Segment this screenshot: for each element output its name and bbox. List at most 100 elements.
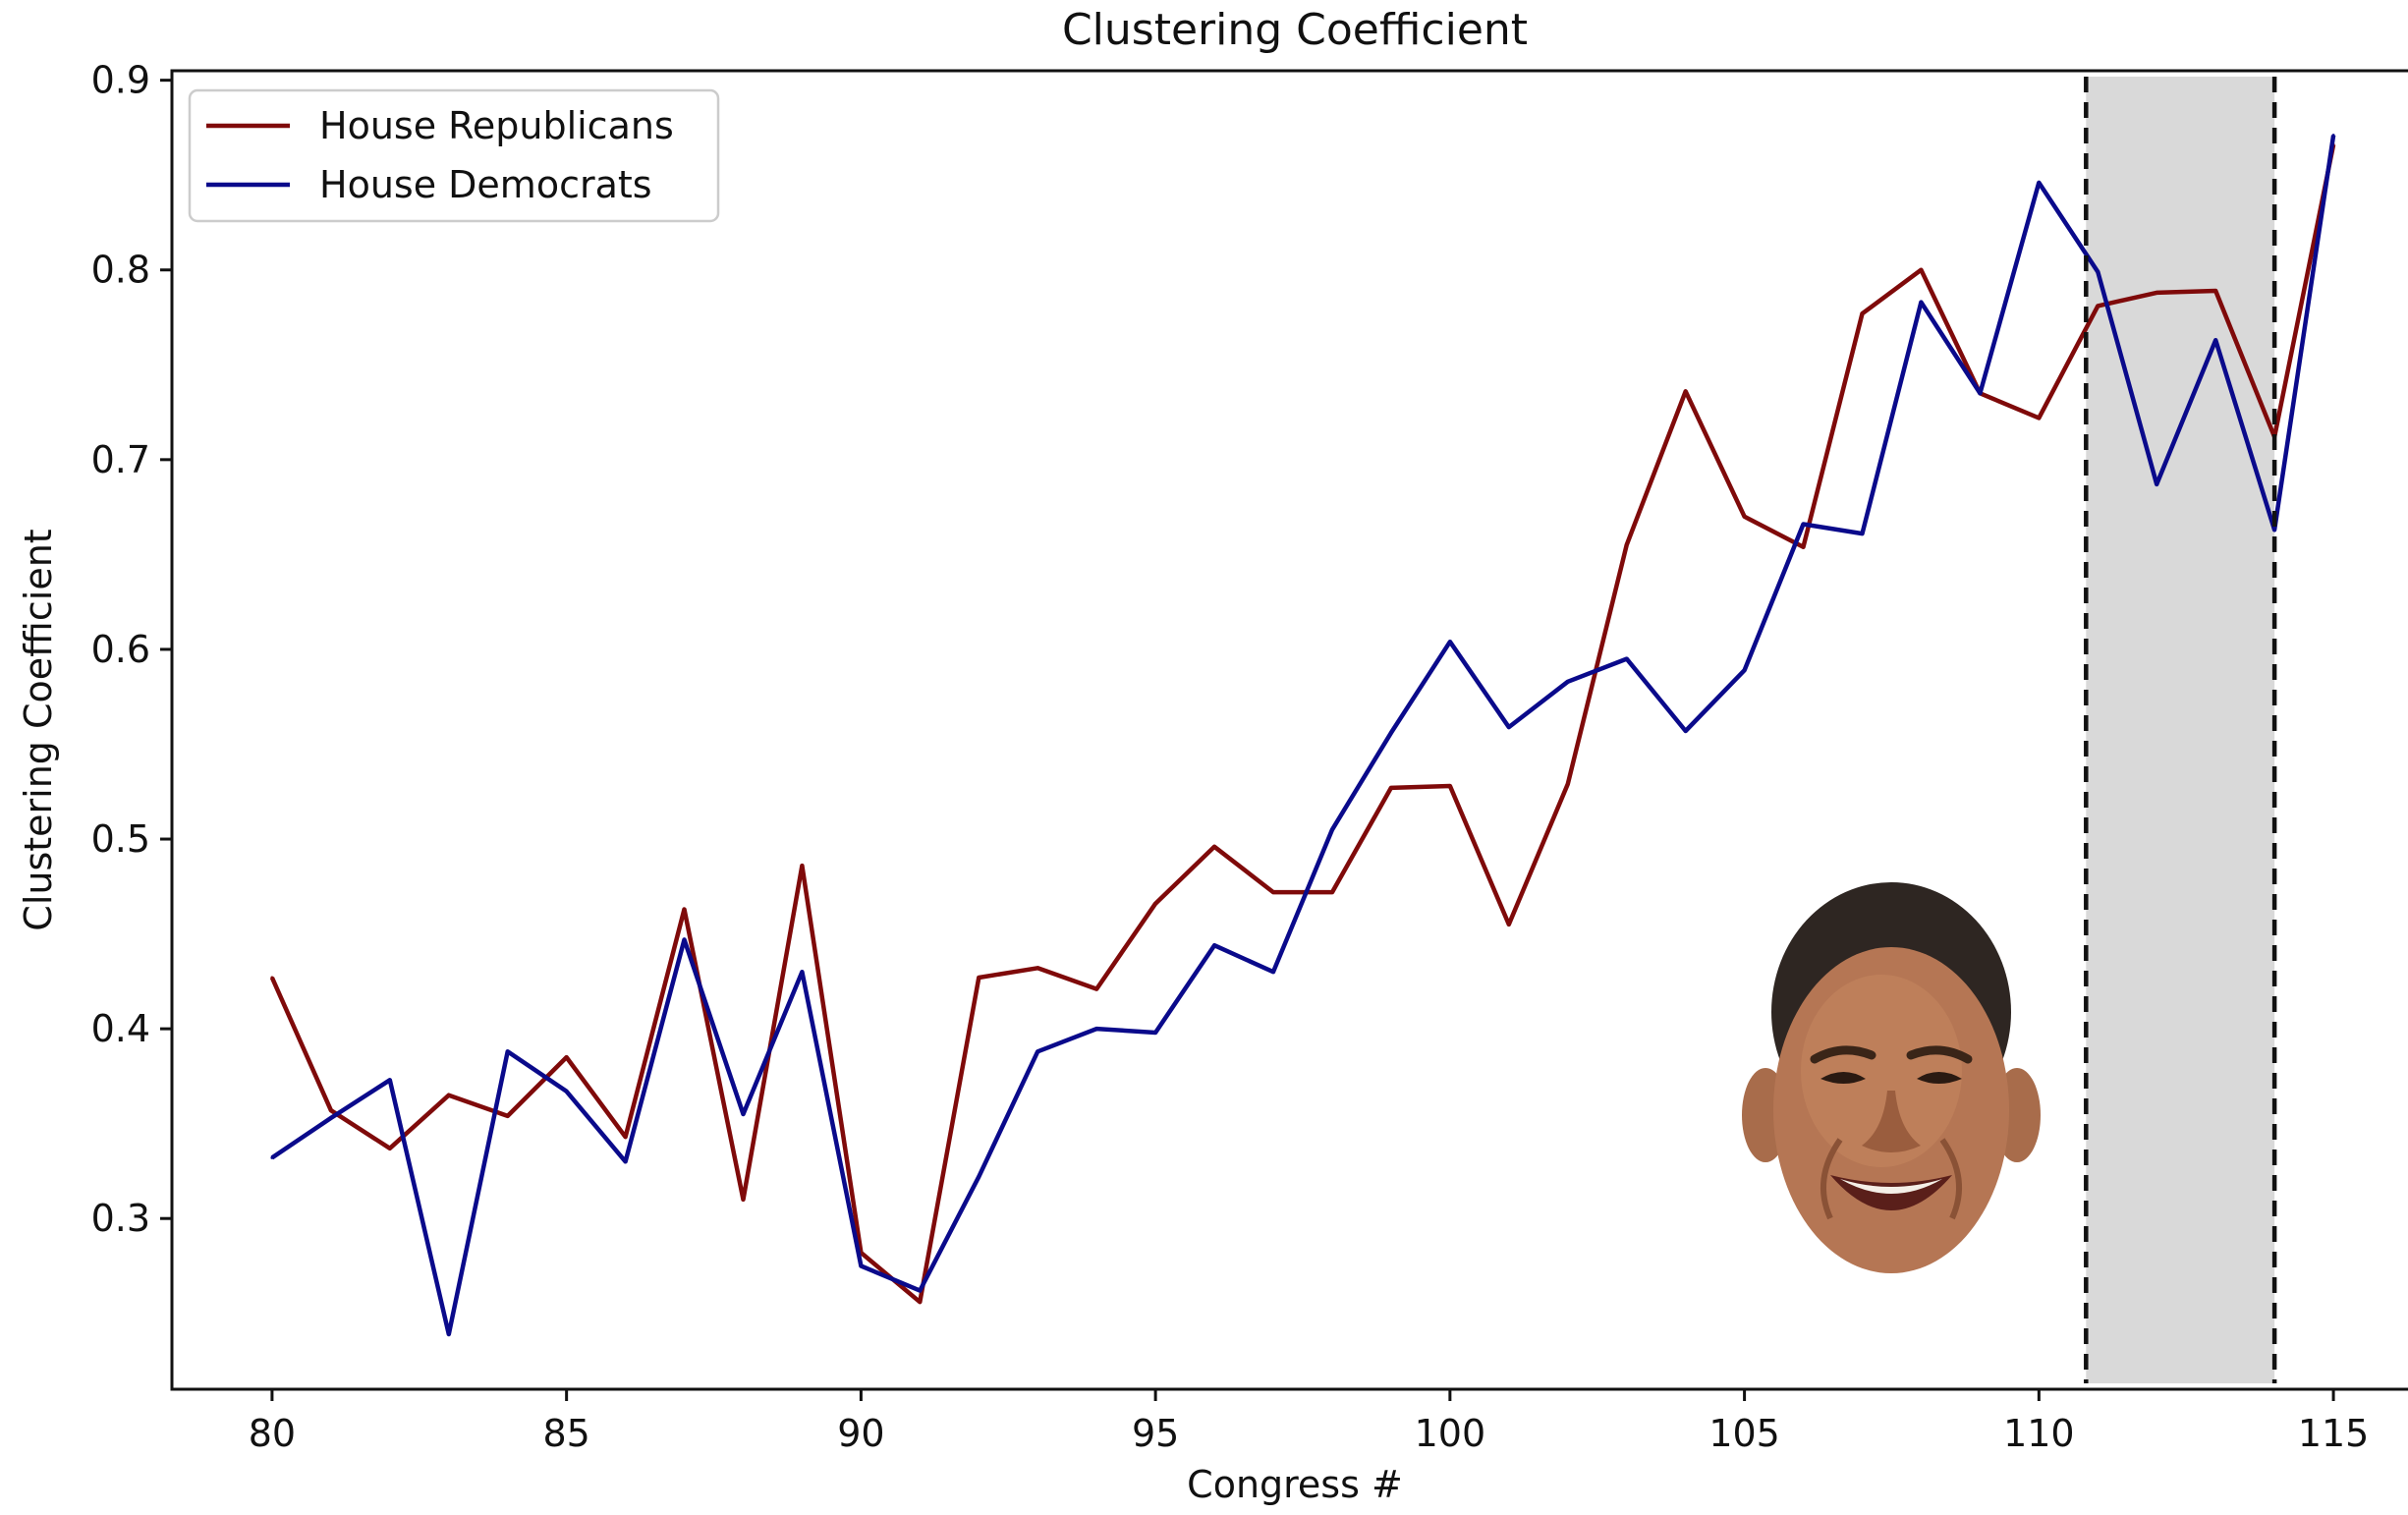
- data-point-house-republicans: [565, 1055, 569, 1059]
- data-point-house-republicans: [800, 864, 804, 868]
- series-line-house-democrats: [270, 135, 2336, 1337]
- data-point-house-democrats: [1212, 943, 1216, 947]
- data-point-house-democrats: [2037, 181, 2041, 185]
- data-point-house-republicans: [2155, 291, 2158, 295]
- data-point-house-democrats: [270, 1155, 274, 1159]
- portrait-photo: [1742, 882, 2041, 1273]
- data-point-house-democrats: [1036, 1049, 1039, 1053]
- data-point-house-republicans: [1389, 786, 1393, 790]
- y-axis-ticks: 0.3 0.4 0.5 0.6 0.7 0.8 0.9: [91, 59, 172, 1240]
- data-point-house-democrats: [1389, 731, 1393, 735]
- data-point-house-democrats: [1507, 725, 1511, 729]
- y-tick-label: 0.4: [91, 1007, 150, 1050]
- data-point-house-democrats: [1743, 668, 1747, 672]
- data-point-house-democrats: [388, 1078, 392, 1082]
- x-tick-label: 100: [1415, 1412, 1486, 1455]
- data-point-house-republicans: [1507, 923, 1511, 926]
- y-tick-label: 0.7: [91, 438, 150, 481]
- data-point-house-democrats: [2096, 270, 2100, 274]
- data-point-house-democrats: [1566, 680, 1570, 684]
- portrait-face-highlight: [1801, 975, 1962, 1167]
- series-line-house-republicans: [269, 143, 2336, 1305]
- data-point-house-republicans: [1625, 543, 1629, 547]
- data-point-house-democrats: [1625, 657, 1629, 661]
- data-point-house-republicans: [1330, 890, 1334, 894]
- data-point-house-democrats: [1094, 1027, 1098, 1031]
- portrait-left-brow: [1810, 1045, 1876, 1064]
- y-tick-label: 0.6: [91, 628, 150, 671]
- x-tick-label: 80: [249, 1412, 296, 1455]
- x-tick-label: 85: [542, 1412, 589, 1455]
- data-point-house-republicans: [1743, 515, 1747, 519]
- data-point-house-democrats: [329, 1116, 333, 1120]
- data-point-house-republicans: [447, 1094, 451, 1097]
- data-point-house-republicans: [329, 1108, 333, 1112]
- data-point-house-republicans: [1566, 782, 1570, 786]
- data-point-house-republicans: [270, 976, 274, 980]
- data-point-house-democrats: [2155, 482, 2158, 486]
- legend-label-republicans: House Republicans: [319, 104, 674, 147]
- data-point-house-democrats: [1448, 640, 1452, 644]
- series-layer: [269, 134, 2336, 1337]
- data-point-house-democrats: [565, 1090, 569, 1094]
- x-axis-label: Congress #: [1187, 1463, 1403, 1506]
- data-point-house-republicans: [741, 1198, 745, 1202]
- data-point-house-democrats: [506, 1049, 510, 1053]
- data-point-house-democrats: [859, 1263, 863, 1267]
- data-point-house-republicans: [1448, 784, 1452, 788]
- highlight-region-layer: [2086, 77, 2275, 1383]
- data-point-house-republicans: [1036, 966, 1039, 970]
- data-point-house-republicans: [506, 1114, 510, 1118]
- portrait-left-eye: [1820, 1072, 1866, 1084]
- data-point-house-democrats: [1153, 1031, 1157, 1035]
- legend-box: [188, 88, 720, 223]
- legend: House Republicans House Democrats: [188, 88, 720, 223]
- data-point-house-democrats: [1271, 970, 1275, 974]
- data-point-house-republicans: [918, 1300, 922, 1304]
- y-tick-label: 0.8: [91, 249, 150, 292]
- data-point-house-republicans: [2096, 304, 2100, 308]
- data-point-house-democrats: [447, 1332, 451, 1336]
- data-point-house-republicans: [1212, 845, 1216, 849]
- data-point-house-democrats: [2331, 134, 2335, 138]
- plot-area-frame: [170, 69, 2408, 1391]
- data-point-house-democrats: [1330, 827, 1334, 831]
- data-point-house-democrats: [918, 1289, 922, 1293]
- overlay-layer: [2084, 77, 2277, 1383]
- data-point-house-democrats: [1684, 729, 1688, 733]
- x-tick-label: 115: [2298, 1412, 2370, 1455]
- data-point-house-republicans: [2213, 289, 2217, 293]
- data-point-house-republicans: [1094, 987, 1098, 991]
- portrait-right-smile-line: [1939, 1138, 1963, 1220]
- data-point-house-republicans: [1860, 311, 1864, 315]
- portrait-left-smile-line: [1820, 1138, 1843, 1220]
- data-point-house-democrats: [1919, 301, 1923, 305]
- y-tick-label: 0.3: [91, 1197, 150, 1240]
- y-tick-label: 0.5: [91, 817, 150, 861]
- data-point-house-democrats: [977, 1175, 980, 1179]
- data-point-house-democrats: [2213, 338, 2217, 342]
- data-point-house-republicans: [977, 976, 980, 980]
- x-axis-ticks: 80 85 90 95 100 105 110 115: [249, 1389, 2370, 1455]
- data-point-house-democrats: [1860, 532, 1864, 535]
- highlight-band: [2086, 77, 2275, 1383]
- x-tick-label: 105: [1708, 1412, 1780, 1455]
- data-point-house-democrats: [1978, 391, 1982, 395]
- data-point-house-democrats: [624, 1159, 628, 1163]
- data-point-house-republicans: [1919, 268, 1923, 272]
- data-point-house-democrats: [800, 970, 804, 974]
- data-point-house-democrats: [2272, 528, 2276, 532]
- data-point-house-republicans: [1153, 902, 1157, 906]
- portrait-right-brow: [1906, 1045, 1973, 1064]
- x-tick-label: 110: [2003, 1412, 2075, 1455]
- data-point-house-republicans: [1802, 545, 1806, 549]
- data-point-house-republicans: [683, 907, 687, 911]
- data-point-house-democrats: [741, 1112, 745, 1116]
- y-axis-label: Clustering Coefficient: [17, 529, 60, 930]
- legend-label-democrats: House Democrats: [319, 163, 652, 206]
- portrait-nose: [1862, 1091, 1921, 1152]
- data-point-house-republicans: [2037, 416, 2041, 420]
- portrait-right-eye: [1917, 1072, 1962, 1084]
